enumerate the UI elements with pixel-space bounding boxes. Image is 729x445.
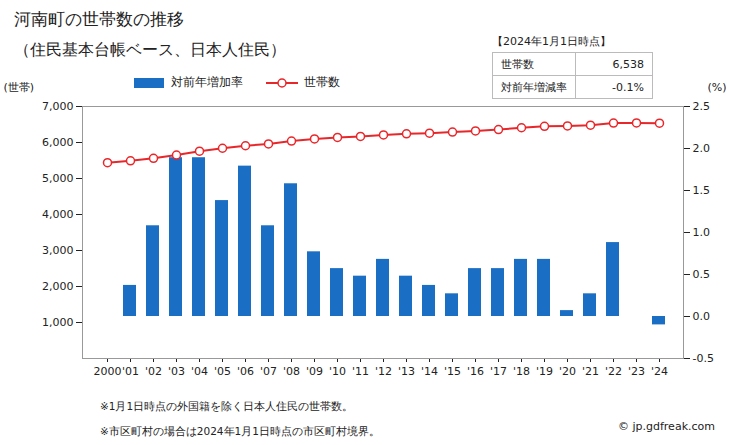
svg-text:(%): (%) <box>707 81 726 94</box>
svg-text:1,000: 1,000 <box>42 316 74 329</box>
svg-text:1.5: 1.5 <box>693 184 711 197</box>
svg-text:'17: '17 <box>490 365 507 378</box>
svg-text:'23: '23 <box>628 365 645 378</box>
svg-text:'08: '08 <box>283 365 300 378</box>
svg-text:5,000: 5,000 <box>42 172 74 185</box>
html-text:（住民基本台帳ベース、日本人住民）: （住民基本台帳ベース、日本人住民） <box>14 40 286 59</box>
svg-text:'22: '22 <box>605 365 622 378</box>
svg-text:'05: '05 <box>214 365 231 378</box>
svg-text:'20: '20 <box>559 365 576 378</box>
html-text:6,538: 6,538 <box>612 57 644 71</box>
svg-text:'11: '11 <box>352 365 369 378</box>
html-text:対前年増減率: 対前年増減率 <box>501 80 567 94</box>
svg-text:'10: '10 <box>329 365 346 378</box>
svg-text:'09: '09 <box>306 365 323 378</box>
svg-text:(世帯): (世帯) <box>4 81 35 94</box>
html-text:※市区町村の場合は2024年1月1日時点の市区町村境界。: ※市区町村の場合は2024年1月1日時点の市区町村境界。 <box>100 425 380 437</box>
svg-text:0.0: 0.0 <box>693 310 711 323</box>
html-text:河南町の世帯数の推移: 河南町の世帯数の推移 <box>14 9 184 29</box>
svg-text:'07: '07 <box>260 365 277 378</box>
svg-text:'14: '14 <box>421 365 438 378</box>
svg-text:6,000: 6,000 <box>42 136 74 149</box>
svg-text:'12: '12 <box>375 365 392 378</box>
svg-text:'06: '06 <box>237 365 254 378</box>
svg-text:'03: '03 <box>168 365 185 378</box>
html-text:世帯数: 世帯数 <box>501 57 534 71</box>
svg-text:'21: '21 <box>582 365 599 378</box>
svg-text:'16: '16 <box>467 365 484 378</box>
svg-text:2000: 2000 <box>94 365 122 378</box>
svg-text:1.0: 1.0 <box>693 226 711 239</box>
svg-text:3,000: 3,000 <box>42 244 74 257</box>
svg-text:2,000: 2,000 <box>42 280 74 293</box>
svg-text:7,000: 7,000 <box>42 100 74 113</box>
svg-text:'19: '19 <box>536 365 553 378</box>
svg-text:'13: '13 <box>398 365 415 378</box>
svg-text:-0.5: -0.5 <box>693 352 714 365</box>
svg-text:'01: '01 <box>122 365 139 378</box>
svg-text:'02: '02 <box>145 365 162 378</box>
svg-text:'24: '24 <box>651 365 668 378</box>
html-text:※1月1日時点の外国籍を除く日本人住民の世帯数。: ※1月1日時点の外国籍を除く日本人住民の世帯数。 <box>100 400 354 412</box>
svg-text:'18: '18 <box>513 365 530 378</box>
html-text:対前年増加率: 対前年増加率 <box>171 75 243 89</box>
html-text:© jp.gdfreak.com: © jp.gdfreak.com <box>618 420 715 433</box>
svg-text:0.5: 0.5 <box>693 268 711 281</box>
svg-text:2.0: 2.0 <box>693 142 711 155</box>
html-text:【2024年1月1日時点】: 【2024年1月1日時点】 <box>492 35 611 48</box>
html-text:-0.1%: -0.1% <box>612 80 644 94</box>
svg-text:2.5: 2.5 <box>693 100 711 113</box>
svg-text:'04: '04 <box>191 365 208 378</box>
svg-text:4,000: 4,000 <box>42 208 74 221</box>
html-text:世帯数: 世帯数 <box>304 75 340 89</box>
svg-text:'15: '15 <box>444 365 461 378</box>
